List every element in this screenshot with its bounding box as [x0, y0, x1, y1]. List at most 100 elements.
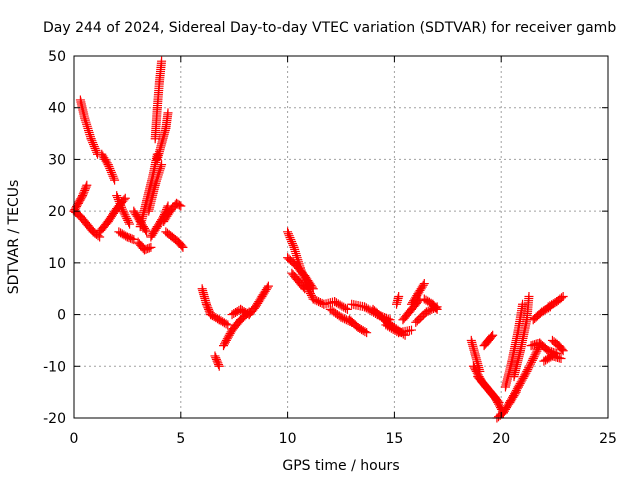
series-arc-41: [479, 330, 498, 351]
series-arc-51: [547, 335, 568, 356]
data-point: [528, 354, 538, 364]
data-point: [144, 243, 154, 253]
data-point: [150, 180, 160, 190]
data-point: [337, 301, 347, 311]
data-point: [153, 172, 163, 182]
data-point: [290, 246, 300, 256]
data-point: [418, 280, 428, 290]
series-arc-22: [244, 281, 273, 320]
series-arc-24: [283, 253, 318, 294]
series-arc-11: [144, 160, 167, 216]
y-tick-label: 50: [48, 49, 66, 65]
data-point: [342, 304, 352, 314]
data-point: [146, 242, 156, 252]
series-arc-02: [69, 180, 92, 216]
data-point: [530, 350, 540, 360]
data-point: [109, 173, 119, 183]
data-point: [174, 200, 184, 210]
data-point: [488, 330, 498, 340]
data-point: [359, 302, 369, 312]
data-point: [288, 240, 298, 250]
data-point: [87, 136, 97, 146]
data-point: [287, 238, 297, 248]
data-point: [82, 180, 92, 190]
data-point: [300, 284, 310, 294]
data-point: [122, 214, 132, 224]
data-point: [115, 198, 125, 208]
y-tick-label: 20: [48, 204, 66, 220]
data-point: [331, 298, 341, 308]
chart-title: Day 244 of 2024, Sidereal Day-to-day VTE…: [43, 20, 616, 36]
data-point: [298, 282, 308, 292]
data-point: [381, 320, 391, 330]
series-arc-26: [308, 294, 352, 314]
data-point: [557, 344, 567, 354]
data-point: [106, 165, 116, 175]
data-point: [305, 289, 315, 299]
data-point: [383, 321, 393, 331]
data-point: [176, 201, 186, 211]
data-point: [431, 303, 441, 313]
data-point: [107, 169, 117, 179]
data-point: [80, 115, 90, 125]
data-point: [287, 237, 297, 247]
data-point: [121, 212, 131, 222]
data-point: [386, 323, 396, 333]
data-point: [118, 206, 128, 216]
data-point: [120, 210, 130, 220]
data-point: [286, 235, 296, 245]
data-point: [108, 171, 118, 181]
data-point: [110, 175, 120, 185]
x-axis-title: GPS time / hours: [282, 458, 399, 474]
data-point: [124, 217, 134, 227]
data-point: [155, 164, 165, 174]
data-point: [558, 346, 568, 356]
data-point: [83, 123, 93, 133]
y-tick-label: 10: [48, 256, 66, 272]
x-tick-label: 10: [279, 431, 297, 447]
data-point: [84, 125, 94, 135]
data-point: [333, 299, 343, 309]
data-point: [524, 291, 534, 301]
data-point: [360, 327, 370, 337]
data-point: [531, 348, 541, 358]
data-point: [92, 147, 102, 157]
series-arc-46: [522, 341, 545, 376]
data-point: [487, 332, 497, 342]
data-point: [284, 231, 294, 241]
data-point: [522, 366, 532, 376]
data-point: [285, 233, 295, 243]
series-arc-04: [97, 149, 120, 185]
data-point: [91, 145, 101, 155]
data-marks: [69, 56, 568, 423]
data-point: [291, 249, 301, 259]
data-point: [361, 303, 371, 313]
data-point: [155, 166, 165, 176]
data-point: [114, 196, 124, 206]
data-point: [123, 215, 133, 225]
series-arc-28: [345, 315, 372, 338]
data-point: [106, 167, 116, 177]
data-point: [119, 208, 129, 218]
series-arc-35: [406, 279, 429, 309]
x-tick-label: 0: [70, 431, 79, 447]
data-point: [81, 182, 91, 192]
y-tick-label: -20: [43, 411, 66, 427]
data-point: [419, 279, 429, 289]
data-point: [120, 193, 130, 203]
data-point: [529, 352, 539, 362]
data-point: [163, 108, 173, 118]
data-point: [518, 299, 528, 309]
data-point: [523, 365, 533, 375]
data-point: [330, 297, 340, 307]
data-point: [307, 282, 317, 292]
data-point: [432, 304, 442, 314]
data-point: [116, 200, 126, 210]
data-point: [292, 253, 302, 263]
data-point: [104, 162, 114, 172]
data-point: [117, 204, 127, 214]
data-point: [90, 143, 100, 153]
data-point: [152, 174, 162, 184]
data-point: [557, 293, 567, 303]
